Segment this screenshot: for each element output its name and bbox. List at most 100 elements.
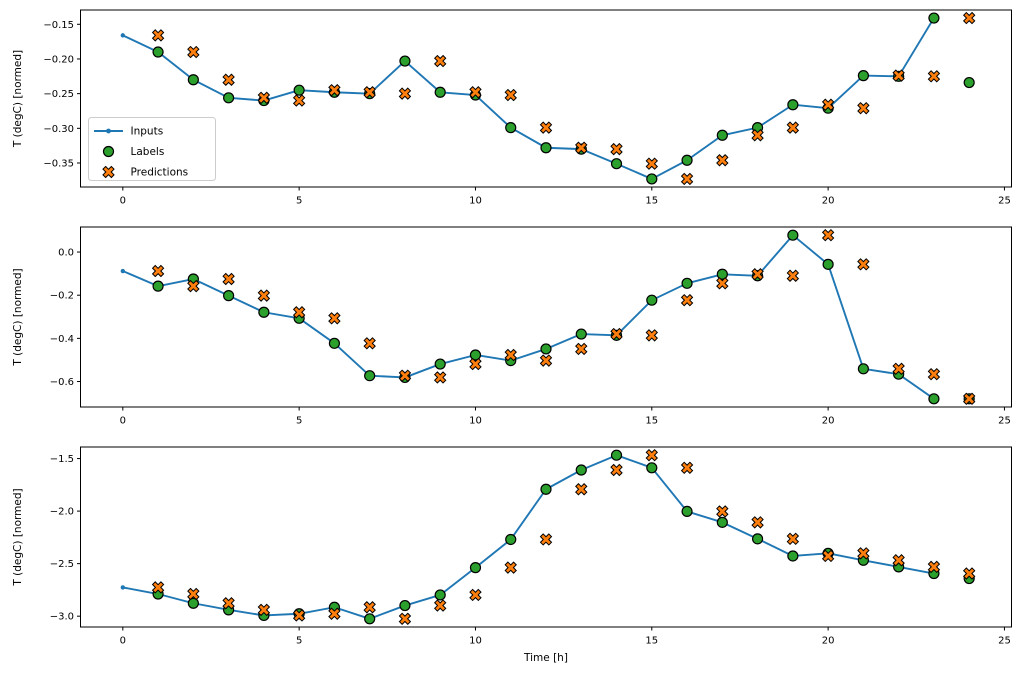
prediction-x-marker bbox=[187, 279, 200, 293]
prediction-x-marker bbox=[328, 607, 341, 620]
prediction-x-marker bbox=[857, 258, 870, 271]
prediction-x-marker bbox=[292, 609, 306, 622]
prediction-x-marker bbox=[645, 157, 659, 170]
x-tick-label: 15 bbox=[645, 416, 658, 427]
y-tick-label: −0.25 bbox=[43, 89, 74, 100]
label-circle-marker bbox=[293, 84, 305, 96]
x-tick-label: 5 bbox=[296, 196, 302, 207]
label-circle-marker bbox=[223, 92, 235, 104]
y-tick-label: −0.4 bbox=[50, 334, 74, 345]
label-circle-marker bbox=[364, 370, 376, 382]
legend-item-predictions: Predictions bbox=[102, 165, 188, 179]
legend-line-dot-icon bbox=[106, 128, 111, 134]
x-tick-label: 5 bbox=[296, 416, 302, 427]
prediction-x-marker bbox=[786, 269, 800, 282]
label-circle-marker bbox=[857, 363, 869, 375]
prediction-x-marker bbox=[575, 483, 588, 496]
inputs-line-series bbox=[120, 453, 937, 621]
label-circle-marker bbox=[928, 393, 940, 405]
prediction-x-marker bbox=[645, 448, 659, 462]
prediction-x-marker bbox=[786, 532, 800, 546]
prediction-x-marker bbox=[433, 371, 447, 384]
inputs-line-series bbox=[120, 233, 937, 401]
label-circle-marker bbox=[540, 483, 552, 495]
label-circle-marker bbox=[963, 76, 975, 89]
inputs-line bbox=[122, 234, 935, 400]
label-circle-marker bbox=[187, 597, 199, 609]
x-tick-label: 20 bbox=[822, 196, 835, 207]
prediction-x-marker bbox=[539, 533, 553, 546]
prediction-x-marker bbox=[398, 612, 412, 626]
y-axis-label: T (degC) [normed] bbox=[12, 268, 24, 366]
prediction-x-marker bbox=[469, 588, 482, 602]
label-circle-marker bbox=[152, 46, 164, 58]
x-tick-label: 25 bbox=[998, 636, 1011, 647]
label-circle-marker bbox=[575, 328, 587, 340]
label-circle-marker bbox=[364, 613, 376, 625]
y-tick-label: −0.6 bbox=[50, 377, 74, 388]
x-tick-label: 20 bbox=[822, 416, 835, 427]
prediction-x-marker bbox=[716, 505, 729, 518]
label-circle-marker bbox=[857, 70, 869, 82]
label-circle-marker bbox=[646, 173, 658, 185]
label-circle-marker bbox=[223, 290, 235, 302]
prediction-x-marker bbox=[857, 101, 870, 115]
x-axis-ticks: 0 5 10 15 20 25 bbox=[120, 627, 1011, 647]
x-axis-ticks: 0 5 10 15 20 25 bbox=[120, 407, 1011, 427]
label-circle-marker bbox=[469, 349, 482, 361]
prediction-x-marker bbox=[821, 228, 835, 242]
prediction-x-marker bbox=[433, 54, 447, 68]
x-tick-label: 20 bbox=[822, 636, 835, 647]
legend-item-labels: Labels bbox=[102, 145, 164, 158]
prediction-x-marker bbox=[504, 348, 517, 362]
prediction-x-marker bbox=[680, 172, 694, 186]
label-circle-marker bbox=[469, 562, 482, 574]
label-circle-marker bbox=[928, 12, 940, 24]
y-axis-ticks: −0.15 −0.20 −0.25 −0.30 −0.35 bbox=[43, 20, 81, 170]
label-circle-marker bbox=[575, 464, 587, 476]
prediction-x-marker bbox=[610, 463, 623, 477]
label-circle-marker bbox=[681, 154, 693, 166]
inputs-dot-marker bbox=[120, 585, 126, 590]
legend-box bbox=[88, 117, 216, 181]
label-circle-marker bbox=[610, 449, 623, 461]
prediction-x-marker bbox=[222, 73, 235, 86]
inputs-dot-marker bbox=[120, 268, 126, 274]
label-circle-marker bbox=[540, 142, 552, 154]
inputs-line bbox=[122, 454, 935, 620]
x-tick-label: 0 bbox=[120, 416, 126, 427]
y-axis-ticks: −1.5 −2.0 −2.5 −3.0 bbox=[50, 454, 81, 623]
x-tick-label: 0 bbox=[120, 636, 126, 647]
prediction-x-marker bbox=[433, 599, 447, 612]
x-tick-label: 0 bbox=[120, 196, 126, 207]
label-circle-marker bbox=[258, 306, 270, 318]
prediction-x-marker bbox=[927, 560, 941, 574]
prediction-x-marker bbox=[857, 547, 870, 560]
label-circle-marker bbox=[152, 280, 164, 292]
prediction-x-marker bbox=[751, 129, 764, 142]
x-tick-label: 10 bbox=[469, 196, 482, 207]
prediction-x-marker bbox=[892, 69, 905, 82]
x-tick-label: 25 bbox=[998, 196, 1011, 207]
prediction-x-marker bbox=[539, 354, 553, 367]
prediction-x-marker bbox=[328, 83, 341, 97]
y-axis-ticks: 0.0 −0.2 −0.4 −0.6 bbox=[50, 248, 81, 388]
y-tick-label: −0.2 bbox=[50, 291, 74, 302]
prediction-x-marker bbox=[786, 121, 800, 134]
prediction-x-marker bbox=[504, 88, 517, 102]
inputs-line bbox=[122, 17, 935, 180]
panel-1: 0 5 10 15 20 25 −0.15 −0.20 −0.25 −0.30 −0.35 T (de… bbox=[12, 9, 1012, 207]
label-circle-marker bbox=[434, 86, 446, 98]
prediction-x-marker bbox=[575, 342, 588, 356]
prediction-x-marker bbox=[927, 70, 941, 83]
label-circle-marker bbox=[716, 268, 728, 280]
y-tick-label: −2.0 bbox=[50, 507, 74, 518]
y-tick-label: −0.35 bbox=[43, 159, 74, 170]
prediction-x-marker bbox=[469, 86, 482, 99]
predictions-series bbox=[151, 228, 976, 406]
panel-3: 0 5 10 15 20 25 −1.5 −2.0 −2.5 −3.0 T (degC) [norm… bbox=[12, 446, 1012, 664]
x-tick-label: 5 bbox=[296, 636, 302, 647]
label-circle-marker bbox=[716, 516, 728, 528]
prediction-x-marker bbox=[257, 289, 271, 302]
label-circle-marker bbox=[751, 533, 764, 545]
